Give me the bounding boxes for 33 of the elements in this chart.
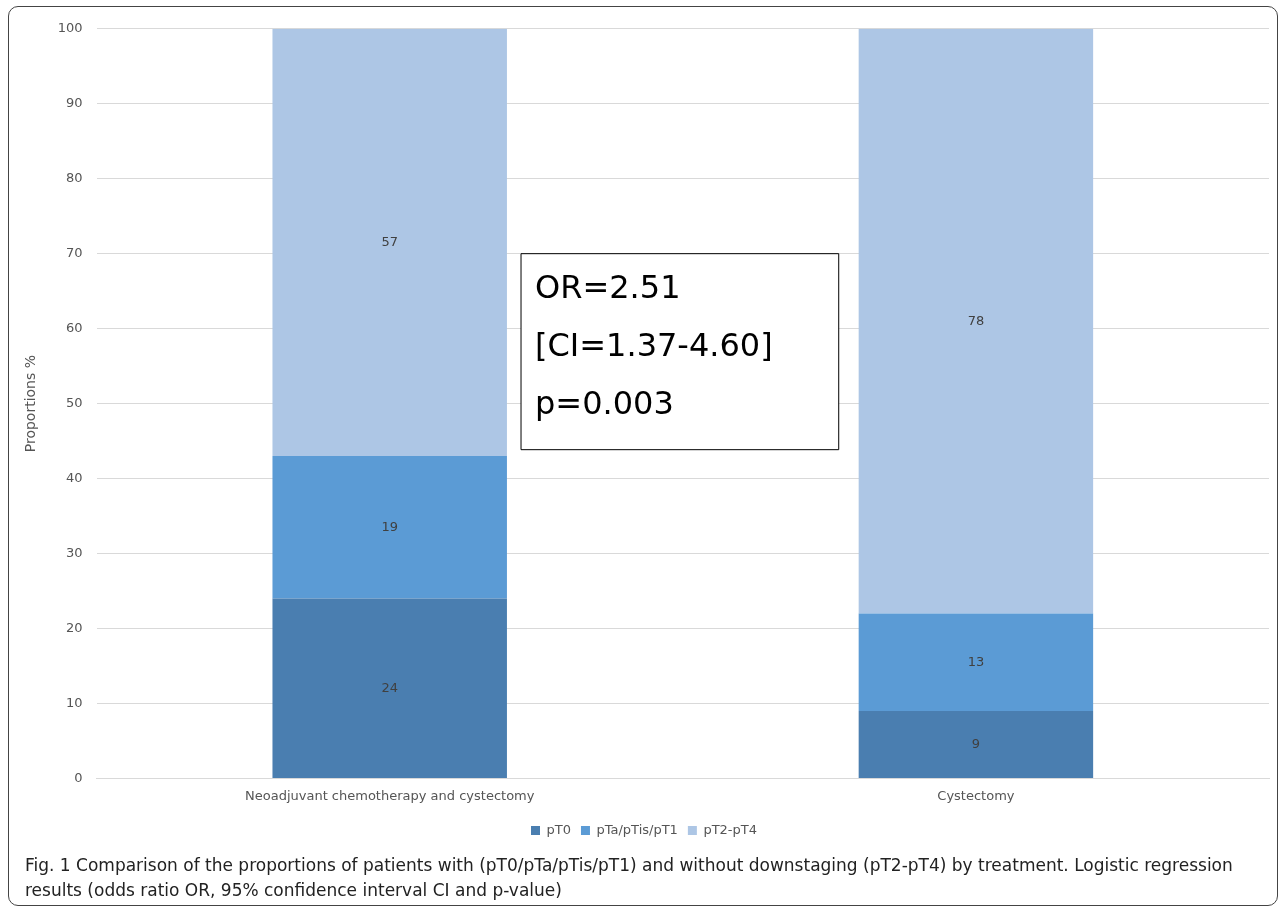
data-label: 57 (381, 233, 398, 249)
y-tick-label: 0 (74, 769, 83, 785)
annotation: p=0.003 (535, 383, 674, 422)
legend-label: pTa/pTis/pT1 (596, 821, 678, 837)
bar (272, 456, 507, 599)
data-label: 24 (381, 679, 398, 695)
legend-label: pT2-pT4 (703, 821, 757, 837)
bar (858, 710, 1094, 778)
data-label: 78 (967, 312, 985, 328)
x-tick-label: Neoadjuvant chemotherapy and cystectomy (244, 787, 535, 803)
y-tick-label: 40 (66, 469, 83, 485)
annotation: [CI=1.37-4.60] (535, 325, 773, 364)
caption: Fig. 1 Comparison of the proportions of patients with (pT0/pTa/pTis/pT1) and without downstaging (pT2-pT4) by treatment. Logistic regression results (odds ratio OR, 95% confidence interval CI and p-value) (25, 854, 1234, 902)
annotation: OR=2.51 (535, 267, 681, 306)
bar (272, 598, 507, 778)
y-tick-label: 50 (66, 394, 83, 410)
legend-label: pT0 (546, 821, 571, 837)
y-tick-label: 60 (66, 320, 83, 336)
data-label: 19 (381, 518, 398, 534)
data-label: 13 (967, 653, 985, 669)
y-tick-label: 30 (66, 544, 83, 560)
y-tick-label: 100 (57, 20, 83, 36)
bar (858, 28, 1094, 614)
bar (858, 613, 1094, 711)
data-label: 9 (971, 735, 981, 751)
y-axis-title: Proportions % (22, 354, 39, 453)
y-tick-label: 70 (66, 245, 83, 261)
y-tick-label: 10 (66, 694, 83, 710)
y-tick-label: 80 (66, 170, 83, 186)
y-tick-label: 90 (66, 95, 83, 111)
bar (272, 28, 507, 457)
x-tick-label: Cystectomy (937, 787, 1015, 803)
y-tick-label: 20 (66, 619, 83, 635)
